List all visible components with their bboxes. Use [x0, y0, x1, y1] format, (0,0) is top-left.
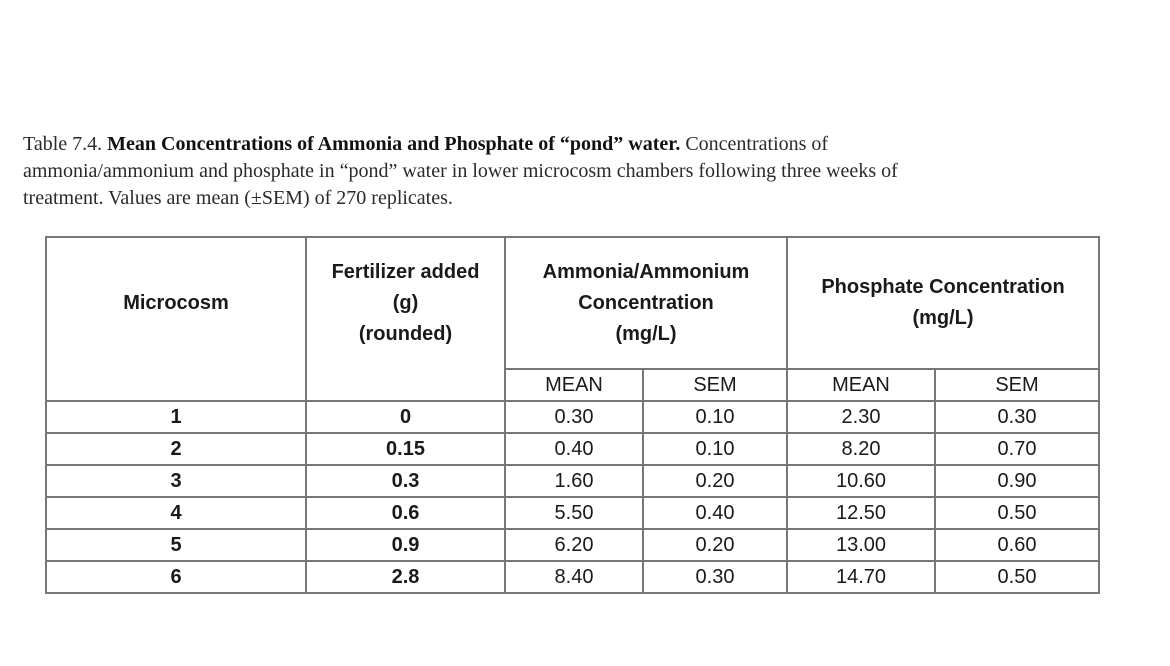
cell-ammonia-mean: 0.40 [504, 432, 644, 466]
cell-fertilizer: 0 [305, 400, 506, 434]
cell-phosphate-sem: 0.90 [934, 464, 1100, 498]
cell-microcosm: 6 [45, 560, 307, 594]
cell-ammonia-mean: 0.30 [504, 400, 644, 434]
subheader-phosphate-mean: MEAN [786, 368, 936, 402]
table-row: 2 0.15 0.40 0.10 8.20 0.70 [45, 432, 1100, 466]
cell-phosphate-mean: 14.70 [786, 560, 936, 594]
cell-phosphate-sem: 0.30 [934, 400, 1100, 434]
cell-phosphate-sem: 0.50 [934, 560, 1100, 594]
cell-ammonia-sem: 0.20 [642, 464, 788, 498]
caption-body-line-3: treatment. Values are mean (±SEM) of 270… [23, 187, 453, 209]
table-row: 1 0 0.30 0.10 2.30 0.30 [45, 400, 1100, 434]
table-row: 4 0.6 5.50 0.40 12.50 0.50 [45, 496, 1100, 530]
cell-microcosm: 5 [45, 528, 307, 562]
cell-phosphate-mean: 13.00 [786, 528, 936, 562]
caption-body-line-2: ammonia/ammonium and phosphate in “pond”… [23, 160, 898, 182]
cell-phosphate-mean: 8.20 [786, 432, 936, 466]
cell-phosphate-mean: 12.50 [786, 496, 936, 530]
cell-ammonia-mean: 6.20 [504, 528, 644, 562]
cell-microcosm: 1 [45, 400, 307, 434]
subheader-blank [305, 369, 506, 402]
subheader-blank [45, 369, 307, 402]
cell-microcosm: 4 [45, 496, 307, 530]
cell-ammonia-sem: 0.10 [642, 400, 788, 434]
table-row: 5 0.9 6.20 0.20 13.00 0.60 [45, 528, 1100, 562]
caption-body-line-1: Concentrations of [680, 133, 829, 155]
table-row: 3 0.3 1.60 0.20 10.60 0.90 [45, 464, 1100, 498]
cell-phosphate-sem: 0.70 [934, 432, 1100, 466]
header-microcosm: Microcosm [45, 236, 307, 369]
cell-ammonia-mean: 1.60 [504, 464, 644, 498]
cell-ammonia-mean: 5.50 [504, 496, 644, 530]
caption-title: Mean Concentrations of Ammonia and Phosp… [107, 133, 681, 155]
table-header-row: Microcosm Fertilizer added (g) (rounded)… [45, 236, 1100, 370]
cell-phosphate-sem: 0.60 [934, 528, 1100, 562]
cell-fertilizer: 0.15 [305, 432, 506, 466]
cell-fertilizer: 0.6 [305, 496, 506, 530]
subheader-ammonia-sem: SEM [642, 368, 788, 402]
cell-phosphate-sem: 0.50 [934, 496, 1100, 530]
subheader-phosphate-sem: SEM [934, 368, 1100, 402]
concentration-table: Microcosm Fertilizer added (g) (rounded)… [45, 236, 1100, 594]
cell-microcosm: 3 [45, 464, 307, 498]
cell-ammonia-sem: 0.10 [642, 432, 788, 466]
caption-label: Table 7.4. [23, 133, 108, 155]
table-caption: Table 7.4. Mean Concentrations of Ammoni… [23, 131, 1143, 212]
cell-ammonia-sem: 0.40 [642, 496, 788, 530]
cell-fertilizer: 2.8 [305, 560, 506, 594]
table-row: 6 2.8 8.40 0.30 14.70 0.50 [45, 560, 1100, 594]
cell-phosphate-mean: 2.30 [786, 400, 936, 434]
cell-fertilizer: 0.3 [305, 464, 506, 498]
cell-ammonia-mean: 8.40 [504, 560, 644, 594]
cell-ammonia-sem: 0.30 [642, 560, 788, 594]
cell-fertilizer: 0.9 [305, 528, 506, 562]
header-phosphate: Phosphate Concentration (mg/L) [786, 236, 1100, 370]
header-ammonia: Ammonia/Ammonium Concentration (mg/L) [504, 236, 788, 370]
cell-ammonia-sem: 0.20 [642, 528, 788, 562]
table-subheader-row: MEAN SEM MEAN SEM [45, 368, 1100, 402]
subheader-ammonia-mean: MEAN [504, 368, 644, 402]
cell-microcosm: 2 [45, 432, 307, 466]
header-fertilizer: Fertilizer added (g) (rounded) [305, 236, 506, 369]
cell-phosphate-mean: 10.60 [786, 464, 936, 498]
